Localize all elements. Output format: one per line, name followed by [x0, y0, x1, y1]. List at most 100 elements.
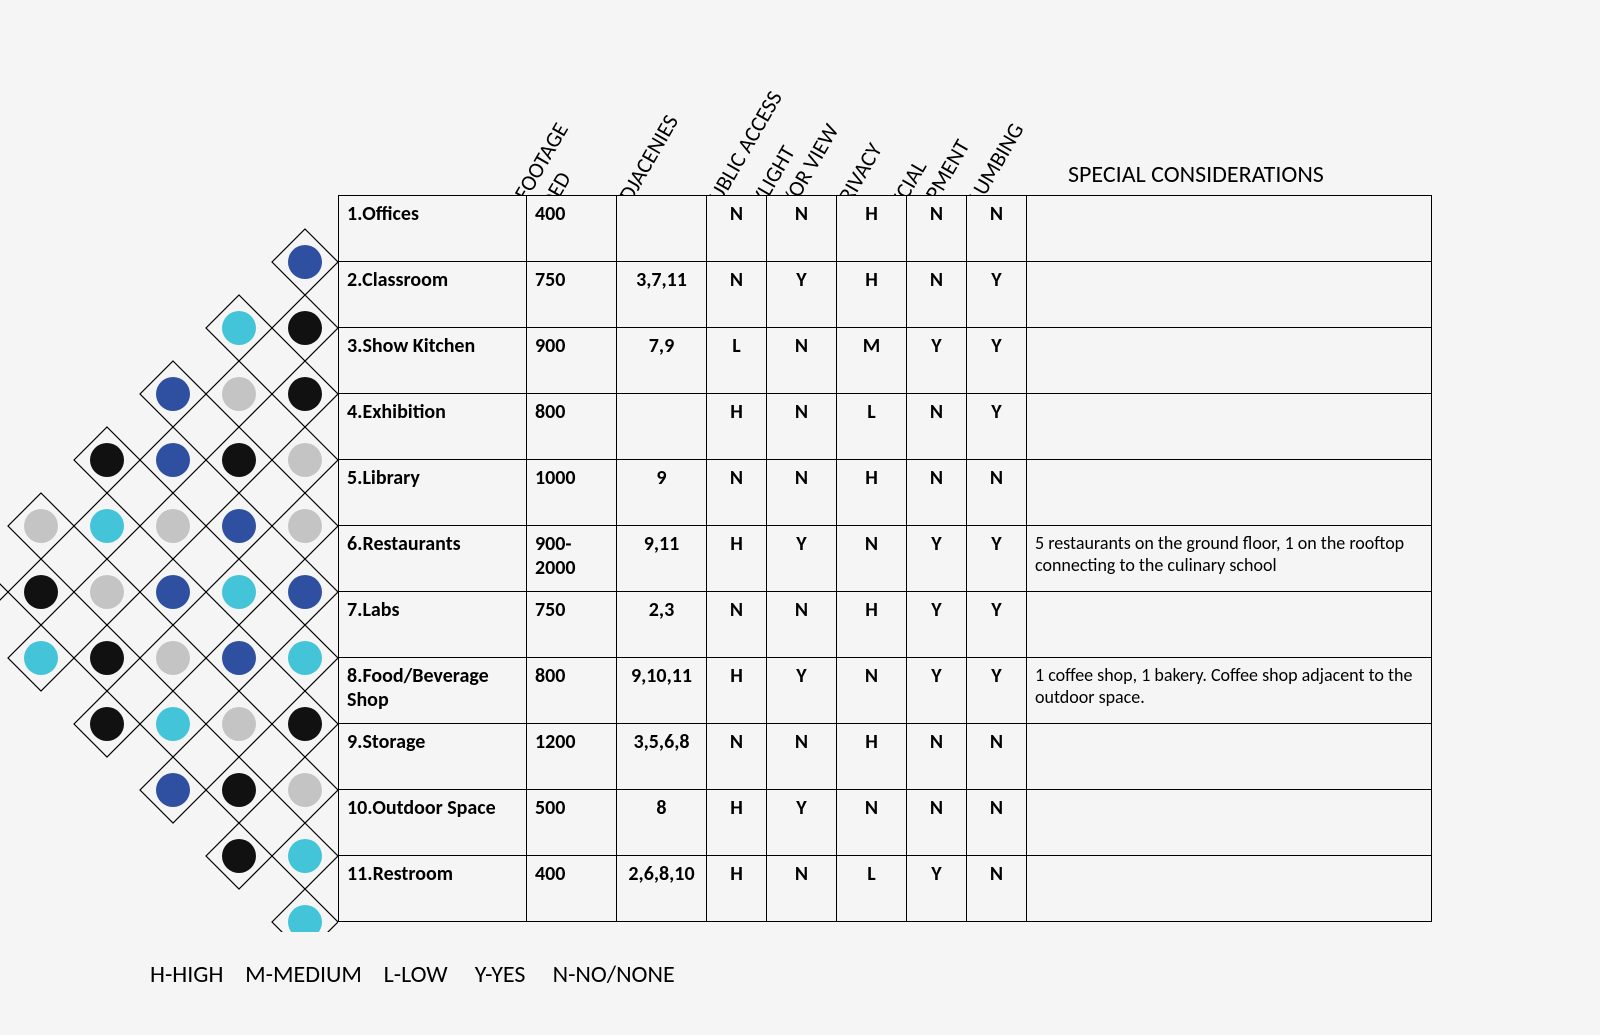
- cell-plumb: N: [967, 724, 1027, 790]
- cell-public: L: [707, 328, 767, 394]
- cell-adj: 9,11: [617, 526, 707, 592]
- cell-daylight: N: [767, 328, 837, 394]
- adjacency-dot: [90, 443, 124, 477]
- cell-name: 8.Food/Beverage Shop: [339, 658, 527, 724]
- cell-privacy: H: [837, 262, 907, 328]
- cell-name: 10.Outdoor Space: [339, 790, 527, 856]
- adjacency-dot: [288, 443, 322, 477]
- adjacency-dot: [222, 509, 256, 543]
- cell-special: [1027, 262, 1432, 328]
- adjacency-dot: [288, 245, 322, 279]
- cell-name: 1.Offices: [339, 196, 527, 262]
- cell-equip: N: [907, 196, 967, 262]
- cell-adj: 8: [617, 790, 707, 856]
- table-row: 5.Library10009NNHNN: [339, 460, 1432, 526]
- cell-plumb: N: [967, 460, 1027, 526]
- cell-special: 5 restaurants on the ground floor, 1 on …: [1027, 526, 1432, 592]
- cell-plumb: N: [967, 790, 1027, 856]
- cell-equip: N: [907, 394, 967, 460]
- cell-public: H: [707, 526, 767, 592]
- cell-sqft: 750: [527, 592, 617, 658]
- cell-special: 1 coffee shop, 1 bakery. Coffee shop adj…: [1027, 658, 1432, 724]
- adjacency-dot: [156, 575, 190, 609]
- adjacency-dot: [156, 641, 190, 675]
- cell-equip: N: [907, 460, 967, 526]
- adjacency-dot: [90, 707, 124, 741]
- cell-plumb: Y: [967, 658, 1027, 724]
- cell-privacy: N: [837, 790, 907, 856]
- cell-equip: Y: [907, 592, 967, 658]
- cell-public: H: [707, 856, 767, 922]
- cell-privacy: N: [837, 526, 907, 592]
- cell-daylight: Y: [767, 526, 837, 592]
- cell-daylight: N: [767, 196, 837, 262]
- adjacency-dot: [288, 905, 322, 932]
- cell-privacy: H: [837, 592, 907, 658]
- adjacency-dot: [288, 377, 322, 411]
- cell-adj: [617, 394, 707, 460]
- cell-public: N: [707, 724, 767, 790]
- adjacency-dot: [222, 641, 256, 675]
- cell-name: 7.Labs: [339, 592, 527, 658]
- cell-daylight: N: [767, 394, 837, 460]
- cell-sqft: 900: [527, 328, 617, 394]
- cell-plumb: Y: [967, 328, 1027, 394]
- cell-public: N: [707, 196, 767, 262]
- cell-equip: Y: [907, 328, 967, 394]
- adjacency-dot: [222, 773, 256, 807]
- table-row: 9.Storage12003,5,6,8NNHNN: [339, 724, 1432, 790]
- cell-special: [1027, 394, 1432, 460]
- adjacency-dot: [288, 773, 322, 807]
- adjacency-dot: [24, 509, 58, 543]
- cell-equip: Y: [907, 856, 967, 922]
- cell-sqft: 800: [527, 394, 617, 460]
- cell-equip: N: [907, 790, 967, 856]
- cell-sqft: 1200: [527, 724, 617, 790]
- table-row: 1.Offices400NNHNN: [339, 196, 1432, 262]
- adjacency-dot: [288, 311, 322, 345]
- adjacency-dot: [288, 839, 322, 873]
- criteria-table: 1.Offices400NNHNN2.Classroom7503,7,11NYH…: [338, 195, 1432, 922]
- cell-public: H: [707, 790, 767, 856]
- adjacency-dot: [222, 707, 256, 741]
- cell-special: [1027, 460, 1432, 526]
- cell-privacy: L: [837, 856, 907, 922]
- adjacency-dot: [90, 641, 124, 675]
- cell-sqft: 900-2000: [527, 526, 617, 592]
- adjacency-dot: [222, 839, 256, 873]
- adjacency-dot: [288, 641, 322, 675]
- cell-daylight: Y: [767, 262, 837, 328]
- adjacency-dot: [156, 377, 190, 411]
- cell-sqft: 1000: [527, 460, 617, 526]
- cell-adj: 9: [617, 460, 707, 526]
- cell-adj: 9,10,11: [617, 658, 707, 724]
- page-root: { "layout": { "background_color": "#f5f5…: [0, 0, 1600, 1035]
- cell-daylight: N: [767, 856, 837, 922]
- cell-equip: Y: [907, 658, 967, 724]
- cell-plumb: N: [967, 196, 1027, 262]
- adjacency-dot: [156, 707, 190, 741]
- adjacency-dot: [222, 443, 256, 477]
- cell-name: 5.Library: [339, 460, 527, 526]
- cell-daylight: Y: [767, 790, 837, 856]
- adjacency-dot: [288, 707, 322, 741]
- cell-adj: 2,6,8,10: [617, 856, 707, 922]
- adjacency-matrix: [0, 186, 338, 932]
- cell-sqft: 750: [527, 262, 617, 328]
- cell-privacy: L: [837, 394, 907, 460]
- adjacency-dot: [288, 509, 322, 543]
- cell-privacy: H: [837, 460, 907, 526]
- cell-privacy: N: [837, 658, 907, 724]
- cell-name: 4.Exhibition: [339, 394, 527, 460]
- adjacency-dot: [156, 773, 190, 807]
- cell-sqft: 500: [527, 790, 617, 856]
- cell-daylight: N: [767, 592, 837, 658]
- cell-name: 2.Classroom: [339, 262, 527, 328]
- cell-public: N: [707, 592, 767, 658]
- cell-equip: N: [907, 724, 967, 790]
- cell-plumb: N: [967, 856, 1027, 922]
- cell-adj: 3,7,11: [617, 262, 707, 328]
- cell-public: H: [707, 394, 767, 460]
- cell-public: N: [707, 460, 767, 526]
- cell-sqft: 400: [527, 196, 617, 262]
